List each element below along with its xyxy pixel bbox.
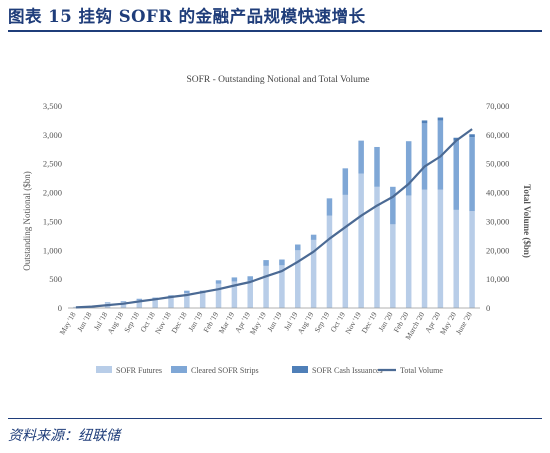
strips-bar <box>469 137 475 212</box>
futures-bar <box>168 297 174 308</box>
y-axis-ticks: 0 500 1,000 1,500 2,000 2,500 3,000 3,500 <box>43 101 62 313</box>
y2-tick-label: 10,000 <box>486 274 509 284</box>
strips-bar <box>184 290 190 293</box>
strips-bar <box>421 123 428 190</box>
strips-bar <box>279 259 285 266</box>
y2-tick-label: 60,000 <box>486 130 509 140</box>
y2-axis-label: Total Volume ($bn) <box>522 184 532 258</box>
futures-bar <box>374 186 380 308</box>
y2-axis-ticks: 0 10,000 20,000 30,000 40,000 50,000 60,000 70,… <box>486 101 509 313</box>
strips-bar <box>136 298 143 300</box>
strips-bar <box>152 297 158 299</box>
y-axis-label: Outstanding Notional ($bn) <box>22 171 32 271</box>
strips-bar <box>295 244 301 251</box>
strips-bar <box>405 141 412 196</box>
y2-tick-label: 70,000 <box>486 101 509 111</box>
cash-issuance-bar <box>437 117 444 121</box>
y-tick-label: 1,500 <box>43 216 62 226</box>
y2-tick-label: 40,000 <box>486 188 509 198</box>
y2-tick-label: 0 <box>486 303 490 313</box>
y-tick-label: 0 <box>58 303 62 313</box>
futures-bar <box>152 298 158 308</box>
y2-tick-label: 50,000 <box>486 159 509 169</box>
y-tick-label: 2,500 <box>43 159 62 169</box>
strips-bar <box>326 198 333 216</box>
legend: SOFR Futures Cleared SOFR Strips SOFR Cash… <box>96 366 443 375</box>
cash-issuance-bar <box>453 137 459 141</box>
cash-issuance-bar <box>469 134 475 138</box>
legend-label: Total Volume <box>400 366 443 375</box>
futures-bar <box>342 194 349 308</box>
futures-bar <box>136 299 143 308</box>
futures-bar <box>247 280 253 308</box>
futures-bar <box>199 292 206 308</box>
strips-bar <box>374 146 380 187</box>
strips-bar <box>453 140 459 210</box>
futures-bar <box>215 283 222 308</box>
y-tick-label: 1,000 <box>43 245 62 255</box>
figure-title: 图表 15 挂钩 SOFR 的金融产品规模快速增长 <box>8 7 366 26</box>
strips-bar <box>263 260 269 266</box>
y-tick-label: 3,000 <box>43 130 62 140</box>
strips-bar <box>231 277 238 282</box>
y2-tick-label: 30,000 <box>486 216 509 226</box>
legend-label: SOFR Cash Issuances <box>312 366 383 375</box>
cash-issuance-bar <box>421 120 428 124</box>
futures-bar <box>279 265 285 308</box>
strips-bar <box>310 234 317 240</box>
strips-bar <box>390 186 396 225</box>
strips-bar <box>215 280 222 284</box>
futures-bar <box>358 173 364 308</box>
futures-bar <box>390 224 396 308</box>
chart-title: SOFR - Outstanding Notional and Total Vo… <box>186 75 369 85</box>
strips-bar <box>104 302 111 303</box>
y2-tick-label: 20,000 <box>486 245 509 255</box>
futures-bar <box>295 250 301 308</box>
source-note: 资料来源：纽联储 <box>8 428 120 444</box>
source-divider <box>8 418 542 419</box>
legend-swatch <box>96 366 112 373</box>
total-volume-line <box>75 128 473 309</box>
futures-bar <box>469 211 475 308</box>
y-tick-label: 3,500 <box>43 101 62 111</box>
bar-series <box>73 117 475 308</box>
line-series <box>75 128 473 309</box>
y-tick-label: 500 <box>49 274 62 284</box>
strips-bar <box>342 168 349 195</box>
legend-swatch <box>171 366 187 373</box>
futures-bar <box>405 195 412 308</box>
strips-bar <box>120 301 127 302</box>
strips-bar <box>358 140 364 174</box>
futures-bar <box>231 281 238 308</box>
strips-bar <box>247 276 253 281</box>
title-divider <box>8 30 542 32</box>
legend-label: Cleared SOFR Strips <box>191 366 259 375</box>
futures-bar <box>310 239 317 308</box>
y-tick-label: 2,000 <box>43 188 62 198</box>
futures-bar <box>184 292 190 308</box>
sofr-chart: SOFR - Outstanding Notional and Total Vo… <box>0 36 550 414</box>
legend-swatch <box>292 366 308 373</box>
futures-bar <box>453 209 459 308</box>
futures-bar <box>120 301 127 308</box>
futures-bar <box>326 215 333 308</box>
futures-bar <box>437 189 444 308</box>
legend-label: SOFR Futures <box>116 366 162 375</box>
futures-bar <box>421 189 428 308</box>
chart-background <box>0 36 550 414</box>
futures-bar <box>263 265 269 308</box>
